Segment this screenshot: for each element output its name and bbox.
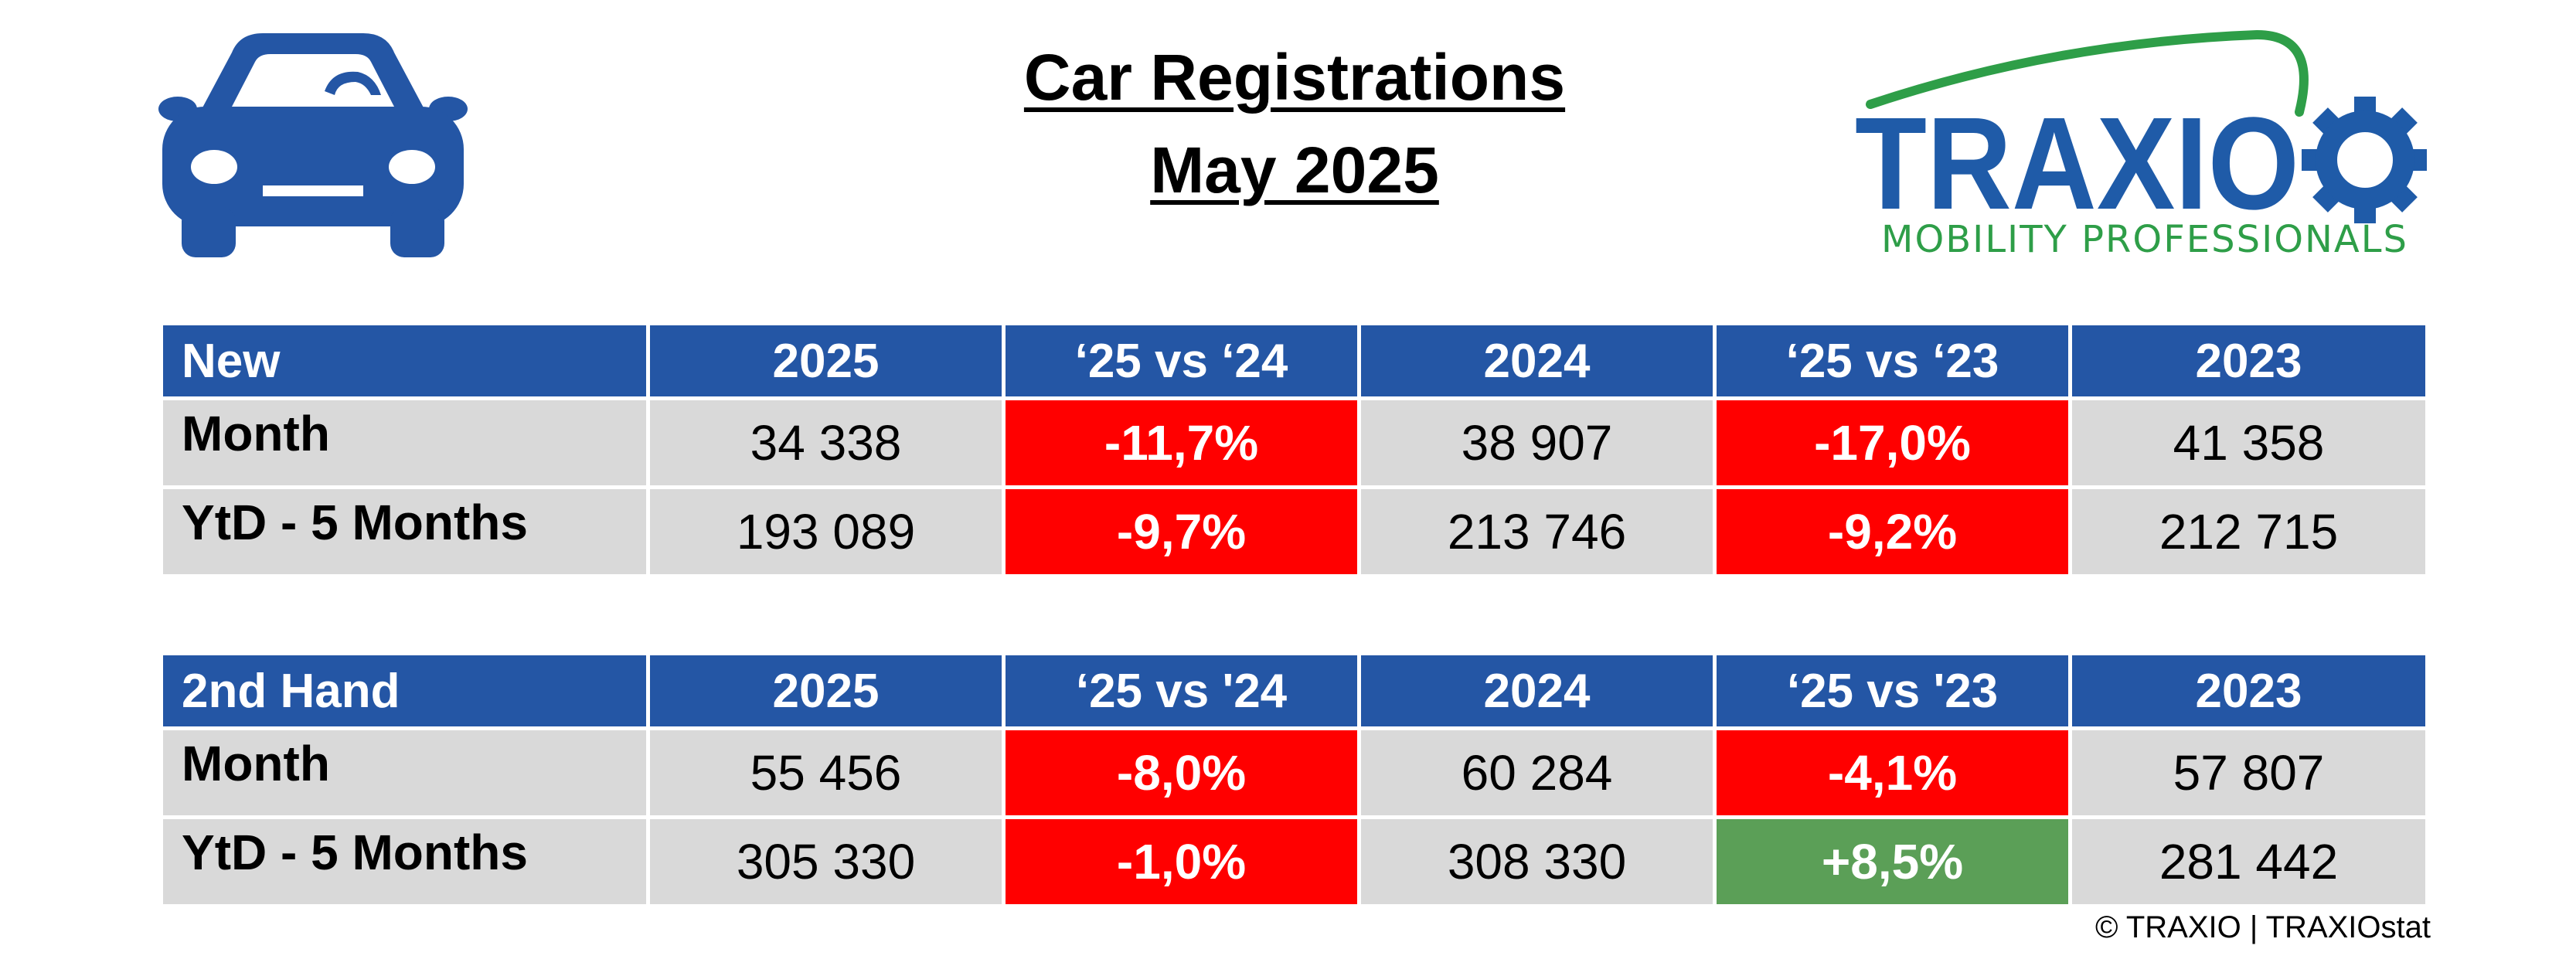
value-cell: 38 907 (1357, 396, 1717, 489)
copyright-footer: © TRAXIO | TRAXIOstat (2094, 910, 2431, 944)
change-cell-negative: -8,0% (1002, 726, 1361, 819)
row-label: Month (159, 726, 650, 819)
value-cell: 57 807 (2068, 726, 2429, 819)
table-header: 2nd Hand (159, 651, 650, 730)
row-label: Month (159, 396, 650, 489)
change-cell-negative: -9,7% (1002, 485, 1361, 578)
table-header: 2024 (1357, 321, 1717, 400)
page-title: Car Registrations May 2025 (889, 31, 1700, 216)
table-row: Month 34 338 -11,7% 38 907 -17,0% 41 358 (159, 396, 2429, 489)
change-cell-negative: -11,7% (1002, 396, 1361, 489)
table-header: 2023 (2068, 651, 2429, 730)
value-cell: 34 338 (646, 396, 1006, 489)
title-line-2: May 2025 (1150, 134, 1439, 206)
change-cell-positive: +8,5% (1713, 815, 2072, 908)
second-hand-registrations-table: 2nd Hand 2025 ‘25 vs '24 2024 ‘25 vs '23… (159, 651, 2429, 908)
value-cell: 193 089 (646, 485, 1006, 578)
table-header: ‘25 vs ‘24 (1002, 321, 1361, 400)
table-row: YtD - 5 Months 305 330 -1,0% 308 330 +8,… (159, 815, 2429, 908)
change-cell-negative: -17,0% (1713, 396, 2072, 489)
table-header: 2023 (2068, 321, 2429, 400)
value-cell: 212 715 (2068, 485, 2429, 578)
value-cell: 305 330 (646, 815, 1006, 908)
table-header-row: New 2025 ‘25 vs ‘24 2024 ‘25 vs ‘23 2023 (159, 321, 2429, 400)
traxio-logo: TRAXIO (1855, 29, 2427, 237)
value-cell: 55 456 (646, 726, 1006, 819)
gear-icon (2302, 97, 2427, 223)
value-cell: 281 442 (2068, 815, 2429, 908)
table-header-row: 2nd Hand 2025 ‘25 vs '24 2024 ‘25 vs '23… (159, 651, 2429, 730)
table-header: ‘25 vs ‘23 (1713, 321, 2072, 400)
table-header: 2024 (1357, 651, 1717, 730)
value-cell: 308 330 (1357, 815, 1717, 908)
value-cell: 41 358 (2068, 396, 2429, 489)
row-label: YtD - 5 Months (159, 815, 650, 908)
new-registrations-table: New 2025 ‘25 vs ‘24 2024 ‘25 vs ‘23 2023… (159, 321, 2429, 578)
table-row: YtD - 5 Months 193 089 -9,7% 213 746 -9,… (159, 485, 2429, 578)
car-icon (158, 33, 468, 257)
table-row: Month 55 456 -8,0% 60 284 -4,1% 57 807 (159, 726, 2429, 819)
change-cell-negative: -9,2% (1713, 485, 2072, 578)
row-label: YtD - 5 Months (159, 485, 650, 578)
table-header: 2025 (646, 321, 1006, 400)
table-header: 2025 (646, 651, 1006, 730)
change-cell-negative: -1,0% (1002, 815, 1361, 908)
change-cell-negative: -4,1% (1713, 726, 2072, 819)
table-header: ‘25 vs '23 (1713, 651, 2072, 730)
value-cell: 60 284 (1357, 726, 1717, 819)
title-line-1: Car Registrations (1023, 41, 1566, 114)
table-header: New (159, 321, 650, 400)
value-cell: 213 746 (1357, 485, 1717, 578)
logo-wordmark: TRAXIO (1855, 90, 2299, 237)
table-header: ‘25 vs '24 (1002, 651, 1361, 730)
logo-tagline: MOBILITY PROFESSIONALS (1881, 218, 2408, 261)
